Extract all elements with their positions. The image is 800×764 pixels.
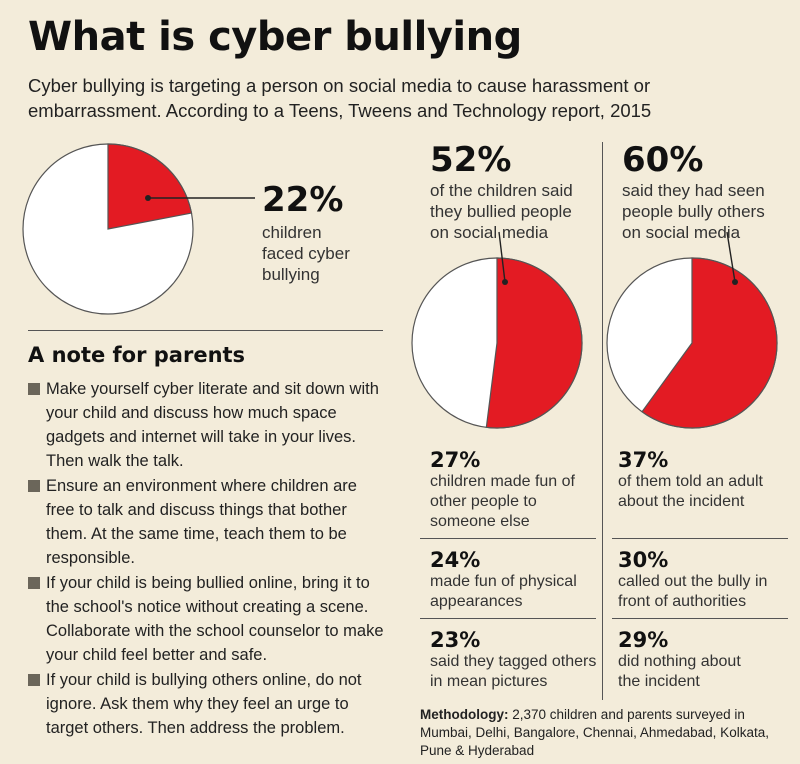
section-divider (28, 330, 383, 331)
pie1-annotation-line: children (262, 223, 322, 242)
stat-text: in mean pictures (430, 673, 548, 690)
bullet-square-icon (28, 383, 40, 395)
bullet-square-icon (28, 577, 40, 589)
pie1-percent: 22% (262, 180, 344, 220)
stat-percent: 23% (430, 628, 481, 652)
stat-block: 27% children made fun of other people to… (430, 448, 575, 532)
pie3-percent: 60% (622, 140, 704, 180)
bullet-square-icon (28, 674, 40, 686)
stat-divider (420, 538, 596, 539)
column-divider (602, 142, 603, 700)
stat-text: appearances (430, 593, 523, 610)
pie2-leader-line (498, 231, 506, 283)
pie2-annotation-line: of the children said (430, 181, 573, 200)
stat-divider (612, 618, 788, 619)
stat-block: 23% said they tagged others in mean pict… (430, 628, 596, 692)
pie2-percent: 52% (430, 140, 512, 180)
pie2-annotation: of the children said they bullied people… (430, 180, 573, 243)
stat-divider (612, 538, 788, 539)
stat-text: did nothing about (618, 653, 741, 670)
stat-text: front of authorities (618, 593, 747, 610)
parent-tip: If your child is bullying others online,… (28, 668, 388, 740)
stat-text: of them told an adult (618, 473, 763, 490)
parent-tip-text: Make yourself cyber literate and sit dow… (46, 380, 379, 470)
stat-block: 29% did nothing about the incident (618, 628, 741, 692)
pie2-annotation-line: they bullied people (430, 202, 572, 221)
pie3-leader-line (726, 231, 736, 283)
parent-tip-text: If your child is bullying others online,… (46, 671, 362, 737)
stat-divider (420, 618, 596, 619)
parent-tip: If your child is being bullied online, b… (28, 571, 388, 667)
pie3-annotation: said they had seen people bully others o… (622, 180, 765, 243)
methodology-label: Methodology: (420, 707, 509, 722)
bullet-square-icon (28, 480, 40, 492)
pie3-annotation-line: said they had seen (622, 181, 765, 200)
stat-text: other people to (430, 493, 537, 510)
stat-text: someone else (430, 513, 530, 530)
pie3-annotation-line: people bully others (622, 202, 765, 221)
methodology-note: Methodology: 2,370 children and parents … (420, 706, 795, 760)
pie1-leader-dot (145, 195, 151, 201)
pie1-slice-highlight (107, 143, 193, 230)
stat-block: 24% made fun of physical appearances (430, 548, 577, 612)
pie1-annotation-line: faced cyber (262, 244, 350, 263)
pie2-slice-highlight (485, 257, 583, 429)
parent-tip-text: If your child is being bullied online, b… (46, 574, 384, 664)
pie2-annotation-line: on social media (430, 223, 549, 242)
stat-percent: 27% (430, 448, 481, 472)
pie1-annotation: children faced cyber bullying (262, 222, 350, 285)
page-title: What is cyber bullying (28, 14, 522, 60)
stat-text: called out the bully in (618, 573, 768, 590)
stat-block: 37% of them told an adult about the inci… (618, 448, 763, 512)
parents-heading: A note for parents (28, 343, 246, 367)
stat-percent: 37% (618, 448, 669, 472)
stat-percent: 24% (430, 548, 481, 572)
methodology-text: 2,370 children and parents surveyed in M… (420, 707, 769, 758)
stat-percent: 30% (618, 548, 669, 572)
stat-percent: 29% (618, 628, 669, 652)
parent-tip: Make yourself cyber literate and sit dow… (28, 377, 388, 473)
pie3-annotation-line: on social media (622, 223, 741, 242)
page-subtitle: Cyber bullying is targeting a person on … (28, 75, 652, 121)
stat-text: the incident (618, 673, 700, 690)
stat-text: said they tagged others (430, 653, 597, 670)
stat-block: 30% called out the bully in front of aut… (618, 548, 767, 612)
stat-text: children made fun of (430, 473, 575, 490)
stat-text: about the incident (618, 493, 745, 510)
pie3-leader-dot (732, 279, 738, 285)
pie2-leader-dot (502, 279, 508, 285)
parent-tip-text: Ensure an environment where children are… (46, 477, 357, 567)
stat-text: made fun of physical (430, 573, 577, 590)
pie1-annotation-line: bullying (262, 265, 320, 284)
parent-tip: Ensure an environment where children are… (28, 474, 388, 570)
